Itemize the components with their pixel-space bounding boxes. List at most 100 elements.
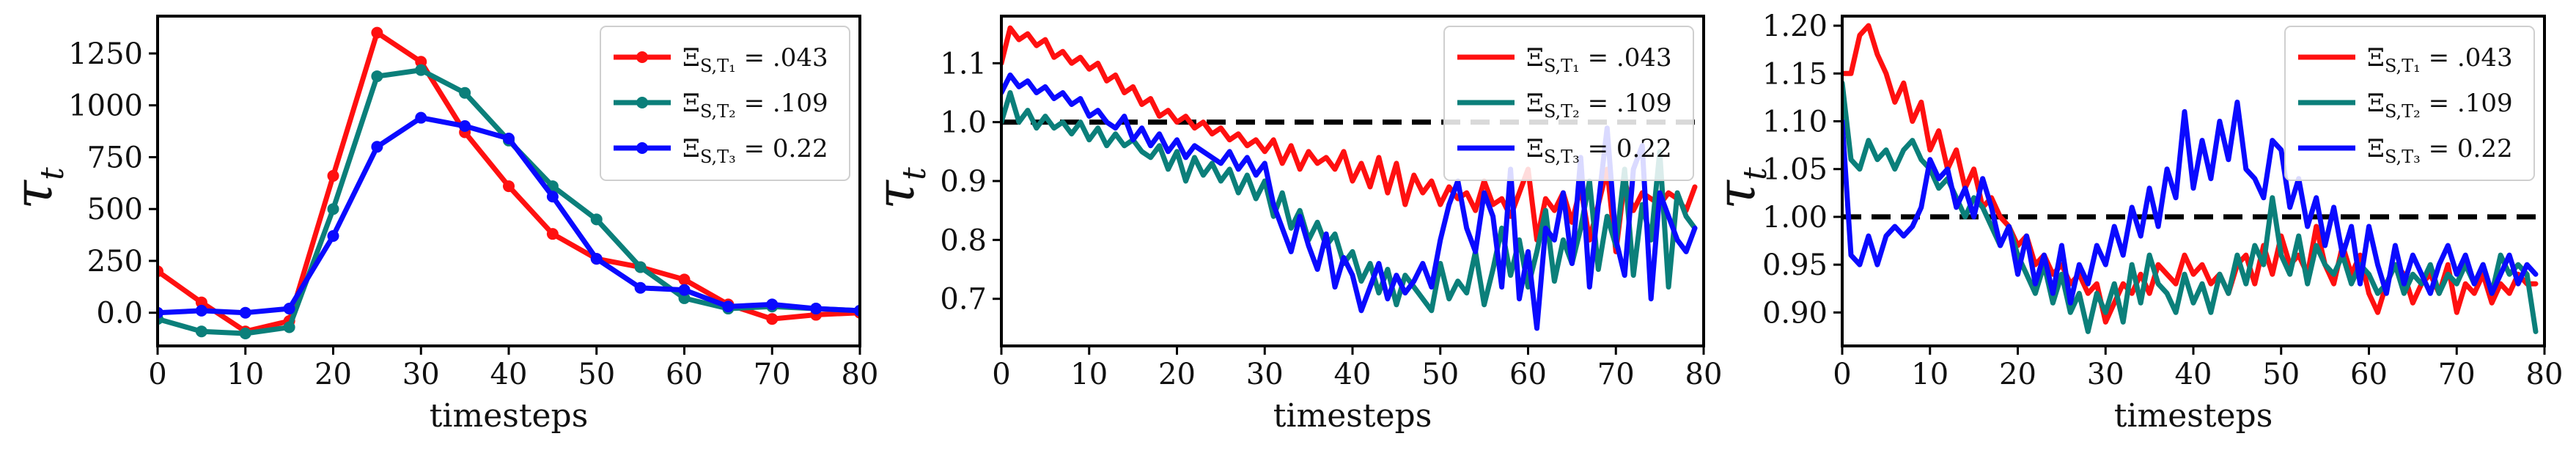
y-tick-label: 1.15 xyxy=(1762,57,1828,91)
x-tick-label: 50 xyxy=(578,358,615,391)
y-tick-label: 1.05 xyxy=(1762,153,1828,187)
x-tick-label: 20 xyxy=(1999,358,2036,391)
y-tick-label: 1250 xyxy=(68,37,143,71)
data-point xyxy=(546,191,559,203)
axes-frame xyxy=(156,15,861,347)
legend-entry-label: ΞS,T₁ = .043 xyxy=(1526,43,1672,76)
data-point xyxy=(195,325,207,338)
x-tick-label: 0 xyxy=(1833,358,1851,391)
legend-entry-label: ΞS,T₃ = 0.22 xyxy=(1526,134,1672,167)
series-line-1 xyxy=(1842,23,2539,325)
legend-entry-label: ΞS,T₂ = .109 xyxy=(1526,89,1672,122)
data-point xyxy=(678,292,691,304)
data-point xyxy=(678,284,691,296)
x-tick-label: 10 xyxy=(1070,358,1108,391)
panel-2: 0 10 20 30 40 50 60 70 80 0.7 0.8 0.9 1.0 1.1 timestep… xyxy=(864,15,1722,435)
x-tick-label: 70 xyxy=(754,358,791,391)
data-point xyxy=(283,303,295,315)
data-point xyxy=(766,298,779,311)
data-point xyxy=(546,228,559,240)
series-line-2 xyxy=(1001,90,1698,314)
x-tick-label: 70 xyxy=(1597,358,1635,391)
data-point xyxy=(283,321,295,333)
x-axis-label: timesteps xyxy=(1273,397,1432,435)
x-tick-label: 40 xyxy=(1334,358,1372,391)
panel-1: 0 10 20 30 40 50 60 70 80 0.0 250 500 750 1000 1250 tim… xyxy=(2,15,879,435)
y-tick-label: 1.0 xyxy=(940,106,987,140)
y-tick-label: 500 xyxy=(87,193,143,226)
data-point xyxy=(503,180,515,193)
legend-marker xyxy=(636,142,648,154)
x-tick-label: 30 xyxy=(1246,358,1284,391)
data-point xyxy=(327,169,339,182)
legend-entry-label: ΞS,T₁ = .043 xyxy=(2367,43,2513,76)
x-tick-label: 60 xyxy=(666,358,703,391)
y-tick-label: 0.7 xyxy=(940,283,987,317)
legend-marker xyxy=(636,51,648,63)
legend-box xyxy=(600,26,850,181)
legend: ΞS,T₁ = .043 ΞS,T₂ = .109 ΞS,T₃ = 0.22 xyxy=(1443,26,1694,181)
x-tick-label: 60 xyxy=(2350,358,2388,391)
y-axis-label: τt xyxy=(2,167,71,210)
x-tick-label: 20 xyxy=(314,358,352,391)
x-axis-label: timesteps xyxy=(430,397,589,435)
x-tick-label: 30 xyxy=(402,358,440,391)
data-point xyxy=(590,213,603,226)
plot-area xyxy=(1842,23,2544,334)
legend: ΞS,T₁ = .043 ΞS,T₂ = .109 ΞS,T₃ = 0.22 xyxy=(600,26,850,181)
data-point xyxy=(810,303,823,315)
legend-box xyxy=(2284,26,2535,181)
x-tick-label: 80 xyxy=(842,358,879,391)
data-point xyxy=(239,306,251,319)
axes-frame xyxy=(1841,15,2546,347)
y-tick-label: 750 xyxy=(87,141,143,174)
y-tick-label: 1000 xyxy=(68,89,143,123)
legend-entry-label: ΞS,T₃ = 0.22 xyxy=(682,134,828,167)
data-point xyxy=(371,70,383,83)
y-tick-label: 1.20 xyxy=(1762,10,1828,43)
x-tick-label: 10 xyxy=(1911,358,1948,391)
legend-box xyxy=(1443,26,1694,181)
data-point xyxy=(239,328,251,340)
x-tick-label: 20 xyxy=(1158,358,1196,391)
legend-entry-label: ΞS,T₂ = .109 xyxy=(682,89,828,122)
y-tick-label: 1.1 xyxy=(940,47,987,81)
x-tick-label: 60 xyxy=(1509,358,1547,391)
data-point xyxy=(634,281,647,294)
legend-entry-label: ΞS,T₂ = .109 xyxy=(2367,89,2513,122)
data-point xyxy=(415,64,427,76)
data-point xyxy=(371,141,383,153)
data-point xyxy=(590,253,603,265)
data-point xyxy=(195,296,207,309)
legend-entry-label: ΞS,T₃ = 0.22 xyxy=(2367,134,2513,167)
y-tick-label: 0.95 xyxy=(1762,248,1828,282)
x-tick-label: 50 xyxy=(2262,358,2300,391)
legend: ΞS,T₁ = .043 ΞS,T₂ = .109 ΞS,T₃ = 0.22 xyxy=(2284,26,2535,181)
data-point xyxy=(415,111,427,124)
data-point xyxy=(459,86,471,99)
data-point xyxy=(634,261,647,273)
plot-area xyxy=(158,26,860,340)
data-point xyxy=(503,132,515,144)
y-axis-label: τt xyxy=(864,167,933,210)
y-axis-label: τt xyxy=(1705,167,1774,210)
data-point xyxy=(327,203,339,215)
x-tick-label: 50 xyxy=(1421,358,1459,391)
legend-marker xyxy=(636,97,648,108)
y-tick-label: 0.9 xyxy=(940,165,987,199)
data-point xyxy=(459,120,471,132)
x-tick-label: 40 xyxy=(490,358,528,391)
y-tick-label: 1.10 xyxy=(1762,105,1828,139)
x-tick-label: 0 xyxy=(992,358,1010,391)
x-tick-label: 80 xyxy=(2526,358,2564,391)
y-tick-label: 1.00 xyxy=(1762,201,1828,235)
legend-entry-label: ΞS,T₁ = .043 xyxy=(682,43,828,76)
y-tick-label: 0.0 xyxy=(96,297,143,331)
data-point xyxy=(371,26,383,39)
data-point xyxy=(415,56,427,68)
x-axis-label: timesteps xyxy=(2114,397,2273,435)
axes-frame xyxy=(1000,15,1705,347)
data-point xyxy=(195,304,207,317)
y-tick-label: 0.8 xyxy=(940,224,987,257)
data-point xyxy=(327,230,339,242)
